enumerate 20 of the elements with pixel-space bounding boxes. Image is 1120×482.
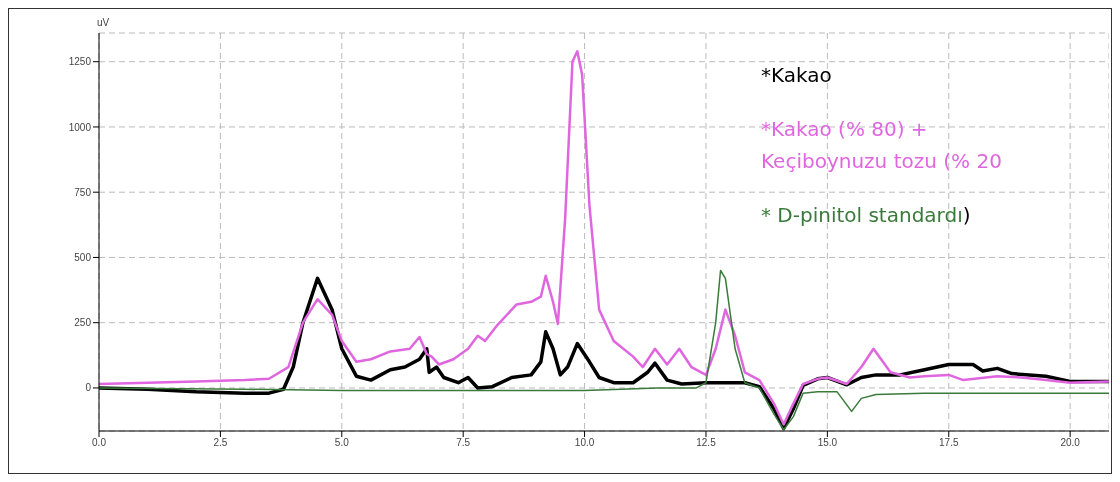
x-tick-label: 7.5 <box>456 437 471 449</box>
y-axis-title: uV <box>97 17 110 28</box>
y-tick-label: 250 <box>74 317 92 329</box>
x-tick-label: 12.5 <box>696 437 717 449</box>
x-tick-label: 0.0 <box>92 437 107 449</box>
x-tick-label: 2.5 <box>213 437 228 449</box>
annotation: ) <box>962 203 971 227</box>
x-tick-label: 5.0 <box>334 437 350 449</box>
text: *Kakao (% 80) + Keçiboynuzu tozu (% 20 <box>761 116 1003 175</box>
x-tick-label: 20.0 <box>1060 437 1081 449</box>
text: *Kakao <box>761 62 833 89</box>
y-tick-label: 750 <box>74 186 92 198</box>
y-tick-label: 1000 <box>68 121 92 133</box>
y-tick-label: 1250 <box>68 56 92 68</box>
x-tick-label: 10.0 <box>574 437 595 449</box>
x-tick-label: 17.5 <box>939 437 959 449</box>
line-series <box>99 50 1109 426</box>
y-tick-label: 500 <box>74 252 92 263</box>
y-tick-label: 0 <box>85 382 92 394</box>
x-tick-label: 15.0 <box>817 437 838 449</box>
